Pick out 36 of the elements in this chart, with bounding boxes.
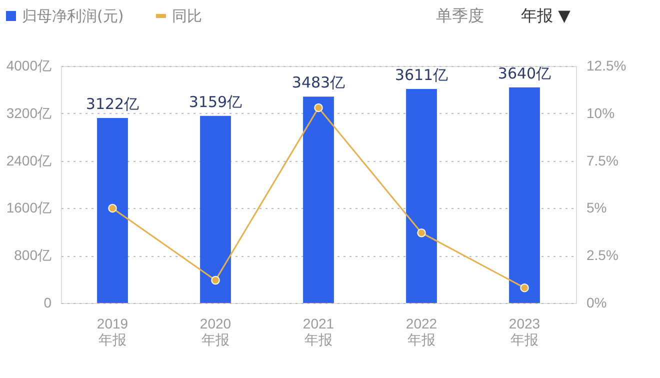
- point: [314, 103, 323, 112]
- x-tick-label: 2023 年报: [508, 316, 540, 348]
- y2-tick-label: 10%: [586, 104, 615, 121]
- text: 单季度: [436, 6, 484, 25]
- y2-tick-label: 12.5%: [586, 58, 626, 74]
- y2-tick-label: 2.5%: [586, 247, 618, 264]
- data-label: 3611亿: [394, 66, 448, 84]
- data-label: 3640亿: [498, 64, 552, 82]
- y2-tick-label: 0%: [586, 294, 607, 310]
- data-label: 3122亿: [86, 95, 140, 114]
- point: [108, 204, 117, 213]
- y-tick-label: 800亿: [14, 247, 52, 264]
- y2-tick-label: 5%: [586, 200, 607, 216]
- bar: [406, 89, 437, 303]
- y-tick-label: 3200亿: [6, 104, 52, 121]
- y-tick-label: 0: [44, 294, 52, 310]
- point: [520, 283, 529, 292]
- x-tick-label: 2021 年报: [302, 316, 334, 348]
- x-tick-label: 2019 年报: [96, 316, 128, 348]
- data-label: 3483亿: [292, 74, 346, 92]
- y-tick-label: 4000亿: [6, 58, 52, 74]
- x-tick-label: 2020 年报: [200, 316, 232, 348]
- bar: [200, 116, 231, 303]
- y2-tick-label: 7.5%: [586, 152, 618, 168]
- legend-label: 归母净利润(元): [22, 7, 124, 25]
- bar: [97, 118, 128, 303]
- point: [211, 276, 220, 285]
- x-tick-label: 2022 年报: [406, 316, 438, 348]
- data-label: 3159亿: [188, 92, 242, 111]
- text: 年报 ▼: [521, 6, 572, 25]
- bar: [509, 87, 540, 303]
- legend-label: 同比: [172, 7, 202, 25]
- y-tick-label: 1600亿: [6, 200, 52, 216]
- point: [417, 228, 426, 238]
- y-tick-label: 2400亿: [6, 152, 52, 168]
- bar: [303, 96, 334, 303]
